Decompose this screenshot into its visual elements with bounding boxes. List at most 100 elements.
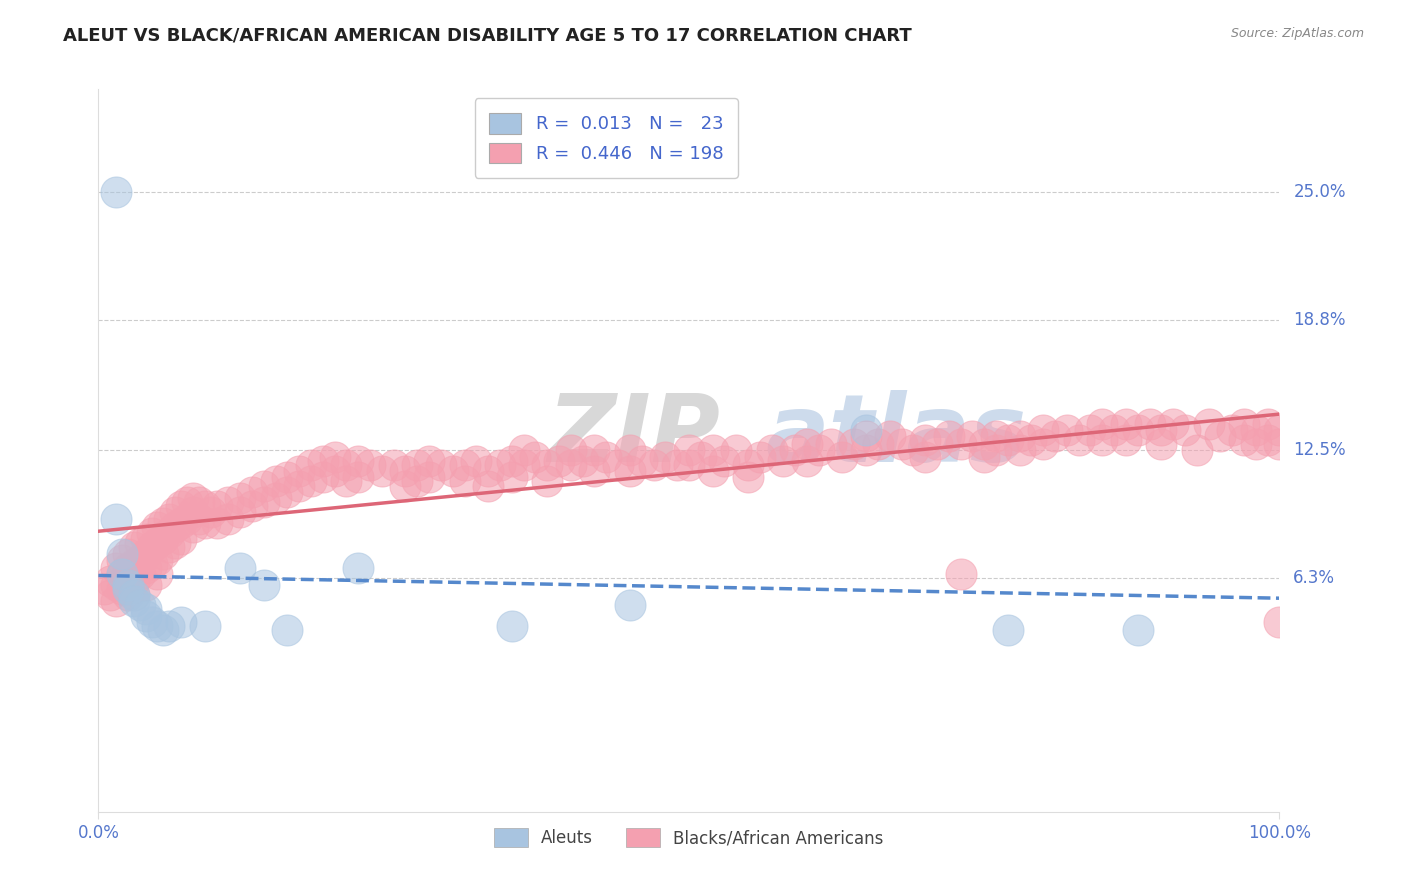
Point [152,547,174,561]
Point [205,499,228,513]
Point [772,454,794,468]
Point [1032,423,1054,437]
Point [890,437,912,451]
Point [619,599,641,613]
Point [595,450,617,464]
Point [217,511,239,525]
Point [984,443,1007,458]
Point [187,511,209,525]
Point [666,458,689,472]
Point [1067,433,1090,447]
Point [654,450,676,464]
Point [122,588,145,602]
Point [465,454,488,468]
Legend: Aleuts, Blacks/African Americans: Aleuts, Blacks/African Americans [488,822,890,854]
Point [1161,417,1184,431]
Point [122,594,145,608]
Point [1126,423,1149,437]
Point [643,458,665,472]
Point [512,443,534,458]
Point [240,484,263,499]
Point [855,429,877,443]
Point [157,511,180,525]
Point [288,464,311,478]
Point [117,577,139,591]
Point [253,478,276,492]
Point [453,475,475,489]
Point [117,547,139,561]
Point [619,443,641,458]
Point [146,536,169,550]
Point [418,454,440,468]
Point [619,464,641,478]
Point [1043,429,1066,443]
Point [128,599,150,613]
Point [1220,423,1243,437]
Point [855,443,877,458]
Point [997,623,1019,637]
Point [117,582,139,596]
Point [253,495,276,509]
Point [146,520,169,534]
Point [146,553,169,567]
Point [181,505,204,519]
Point [157,619,180,633]
Point [264,491,287,505]
Point [299,458,322,472]
Point [583,443,606,458]
Point [229,561,252,575]
Point [512,458,534,472]
Point [312,454,335,468]
Point [548,454,571,468]
Point [702,464,724,478]
Point [702,443,724,458]
Point [170,533,193,547]
Point [117,588,139,602]
Point [1257,433,1279,447]
Point [785,443,807,458]
Point [678,458,700,472]
Point [949,567,972,582]
Point [430,458,453,472]
Point [382,458,405,472]
Point [299,475,322,489]
Point [111,547,134,561]
Point [170,615,193,629]
Point [165,520,187,534]
Point [713,454,735,468]
Point [1198,417,1220,431]
Point [200,505,222,519]
Point [135,561,157,575]
Point [925,437,948,451]
Point [157,541,180,555]
Point [146,619,169,633]
Point [844,437,866,451]
Point [820,437,842,451]
Point [111,553,134,567]
Point [1139,417,1161,431]
Point [359,458,381,472]
Point [157,526,180,541]
Point [98,588,121,602]
Point [276,470,298,484]
Point [1150,437,1173,451]
Point [938,429,960,443]
Point [128,553,150,567]
Point [1233,417,1256,431]
Point [536,458,558,472]
Point [335,475,357,489]
Text: 25.0%: 25.0% [1294,184,1346,202]
Point [997,433,1019,447]
Text: ZIP: ZIP [547,390,720,482]
Point [866,437,889,451]
Point [1244,437,1267,451]
Point [1244,423,1267,437]
Point [583,464,606,478]
Point [1056,423,1078,437]
Point [914,450,936,464]
Point [1115,433,1137,447]
Point [855,423,877,437]
Point [1268,423,1291,437]
Point [737,458,759,472]
Point [135,577,157,591]
